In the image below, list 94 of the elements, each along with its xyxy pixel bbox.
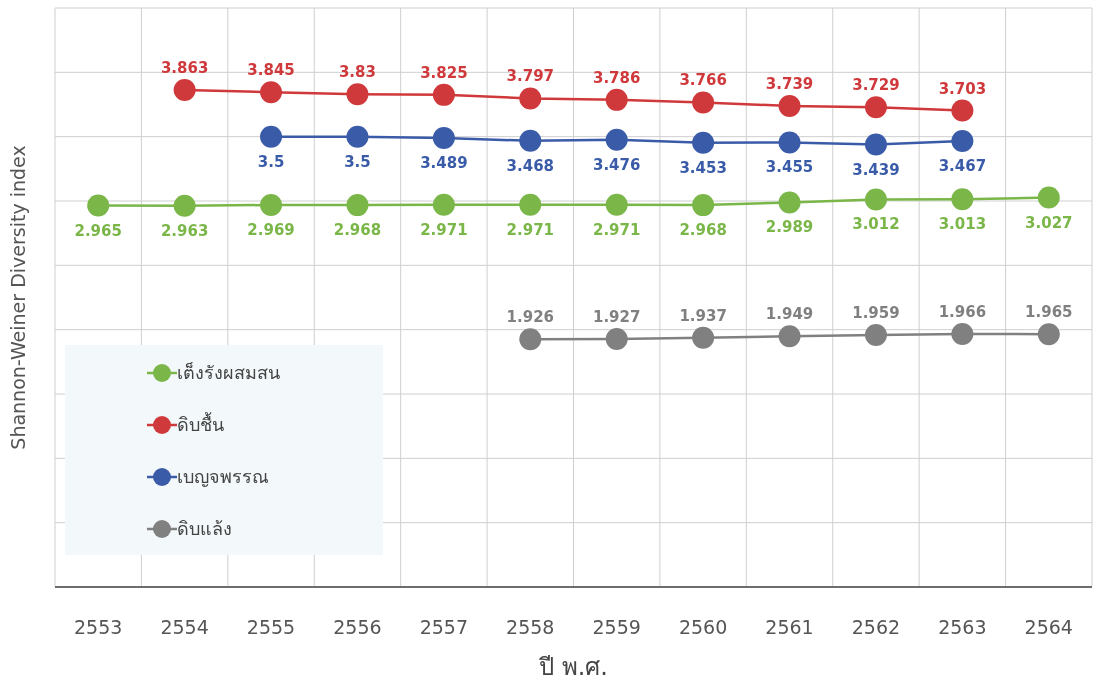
- point: [173, 194, 196, 217]
- point: [605, 193, 628, 216]
- point: [87, 194, 110, 217]
- data-label: 3.766: [679, 71, 727, 90]
- point: [519, 328, 542, 351]
- x-tick-label: 2554: [160, 616, 209, 638]
- data-label: 3.863: [160, 58, 209, 77]
- data-label: 3.468: [506, 156, 555, 175]
- data-label: 3.729: [852, 76, 900, 95]
- point: [173, 78, 196, 101]
- data-label: 2.965: [74, 221, 122, 240]
- x-tick-label: 2553: [74, 616, 123, 638]
- x-tick-label: 2555: [246, 616, 296, 638]
- point: [605, 88, 628, 111]
- data-label: 2.989: [765, 218, 814, 237]
- point: [864, 188, 887, 211]
- point: [951, 323, 974, 346]
- point: [864, 133, 887, 156]
- data-label: 3.467: [938, 156, 987, 175]
- point: [432, 83, 455, 106]
- data-label: 3.027: [1025, 213, 1073, 232]
- point: [260, 193, 283, 216]
- point: [692, 194, 715, 217]
- point: [951, 99, 974, 122]
- data-label: 3.013: [938, 215, 987, 234]
- legend-label: เบญจพรรณ: [177, 466, 269, 487]
- point: [432, 193, 455, 216]
- x-tick-label: 2559: [592, 616, 641, 638]
- point: [778, 131, 801, 154]
- point: [692, 91, 715, 114]
- data-label: 3.703: [938, 79, 987, 98]
- y-axis-title: Shannon-Weiner Diversity index: [7, 145, 29, 450]
- data-label: 3.739: [765, 74, 814, 93]
- x-tick-label: 2563: [938, 616, 987, 638]
- point: [1037, 186, 1060, 209]
- x-tick-label: 2557: [419, 616, 469, 638]
- point: [519, 87, 542, 110]
- legend-label: เต็งรังผสมสน: [177, 361, 280, 383]
- data-label: 2.968: [333, 221, 382, 240]
- point: [778, 94, 801, 117]
- point: [346, 125, 369, 148]
- data-label: 3.489: [420, 154, 468, 173]
- x-tick-label: 2561: [765, 616, 814, 638]
- data-label: 2.971: [592, 220, 641, 239]
- data-label: 2.969: [247, 220, 295, 239]
- point: [951, 129, 974, 152]
- data-label: 1.937: [679, 306, 727, 325]
- x-tick-label: 2562: [851, 616, 901, 638]
- point: [864, 96, 887, 119]
- data-label: 1.949: [765, 305, 814, 324]
- point: [432, 127, 455, 150]
- point: [692, 131, 715, 154]
- legend-label: ดิบแล้ง: [177, 518, 232, 539]
- point: [260, 81, 283, 104]
- legend-label: ดิบชื้น: [177, 412, 224, 435]
- x-axis-title: ปี พ.ศ.: [538, 653, 608, 681]
- data-label: 3.5: [257, 152, 285, 171]
- data-label: 1.965: [1025, 303, 1073, 322]
- point: [260, 125, 283, 148]
- point: [951, 188, 974, 211]
- data-label: 3.825: [420, 63, 468, 82]
- data-label: 2.963: [160, 221, 209, 240]
- data-label: 3.453: [679, 158, 727, 177]
- point: [778, 325, 801, 348]
- point: [519, 193, 542, 216]
- data-label: 3.476: [592, 155, 641, 174]
- point: [346, 194, 369, 217]
- data-label: 3.439: [852, 160, 900, 179]
- data-label: 2.971: [506, 220, 555, 239]
- data-label: 1.926: [506, 308, 555, 327]
- point: [605, 328, 628, 351]
- point: [605, 128, 628, 151]
- data-label: 1.966: [938, 303, 987, 322]
- data-label: 1.927: [592, 308, 641, 327]
- point: [864, 323, 887, 346]
- data-label: 2.971: [420, 220, 468, 239]
- point: [778, 191, 801, 214]
- data-label: 1.959: [852, 303, 900, 322]
- point: [692, 326, 715, 349]
- point: [1037, 323, 1060, 346]
- x-tick-label: 2560: [678, 616, 728, 638]
- x-tick-label: 2558: [506, 616, 555, 638]
- data-label: 3.83: [338, 63, 376, 82]
- point: [346, 83, 369, 106]
- point: [519, 129, 542, 152]
- data-label: 3.845: [247, 61, 295, 80]
- data-label: 3.786: [592, 68, 641, 87]
- data-label: 3.012: [852, 215, 900, 234]
- data-label: 3.797: [506, 67, 555, 86]
- x-tick-label: 2564: [1024, 616, 1073, 638]
- data-label: 2.968: [679, 221, 727, 240]
- x-tick-label: 2556: [333, 616, 382, 638]
- data-label: 3.455: [765, 158, 814, 177]
- data-label: 3.5: [344, 152, 371, 171]
